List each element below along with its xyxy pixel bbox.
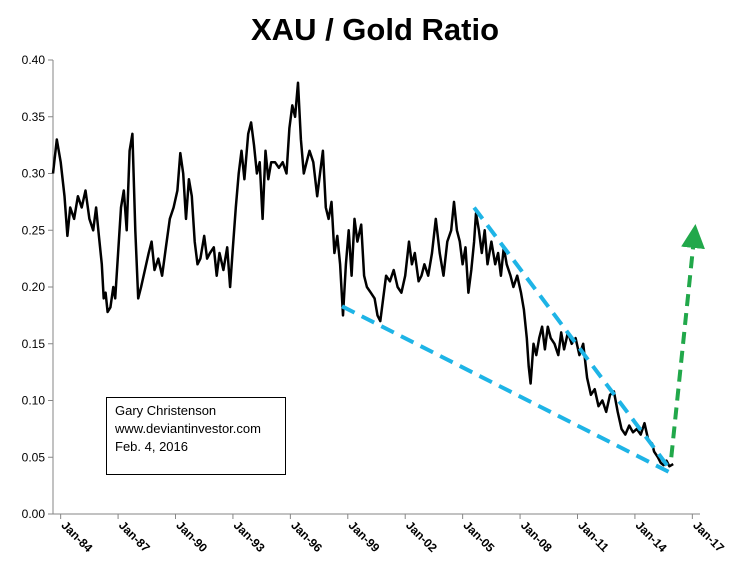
x-axis-ticks: Jan-84 Jan-87 Jan-90 Jan-93 Jan-96 Jan-99 Jan-… [59, 514, 727, 555]
x-tick-label: Jan-84 [59, 518, 96, 555]
y-tick-label: 0.40 [22, 53, 46, 67]
author-name: Gary Christenson [115, 403, 217, 418]
y-tick-label: 0.05 [22, 450, 46, 464]
x-tick-label: Jan-14 [633, 518, 670, 555]
x-tick-label: Jan-93 [231, 518, 268, 555]
y-axis-ticks: 0.00 0.05 0.10 0.15 0.20 0.25 0.30 0.35 0.40 [22, 53, 53, 521]
y-tick-label: 0.10 [22, 394, 46, 408]
x-tick-label: Jan-05 [461, 518, 498, 555]
series-line [51, 81, 674, 468]
y-tick-label: 0.30 [22, 167, 46, 181]
x-tick-label: Jan-17 [690, 518, 727, 555]
y-tick-label: 0.20 [22, 280, 46, 294]
y-tick-label: 0.25 [22, 223, 46, 237]
blue-trendline [341, 304, 673, 475]
x-tick-label: Jan-02 [403, 518, 440, 555]
annotations-layer [341, 206, 705, 475]
y-tick-label: 0.15 [22, 337, 46, 351]
x-tick-label: Jan-87 [116, 518, 153, 555]
series-layer [51, 81, 674, 468]
x-tick-label: Jan-96 [288, 518, 325, 555]
note-date: Feb. 4, 2016 [115, 439, 188, 454]
y-tick-label: 0.35 [22, 110, 46, 124]
x-tick-label: Jan-08 [518, 518, 555, 555]
author-note-box: Gary Christenson www.deviantinvestor.com… [106, 397, 286, 475]
chart-title: XAU / Gold Ratio [251, 12, 499, 47]
author-website: www.deviantinvestor.com [115, 421, 261, 436]
blue-trendline [472, 206, 673, 473]
x-tick-label: Jan-99 [346, 518, 383, 555]
x-tick-label: Jan-90 [173, 518, 210, 555]
x-tick-label: Jan-11 [575, 518, 612, 555]
y-tick-label: 0.00 [22, 507, 46, 521]
green-arrow [669, 223, 705, 458]
